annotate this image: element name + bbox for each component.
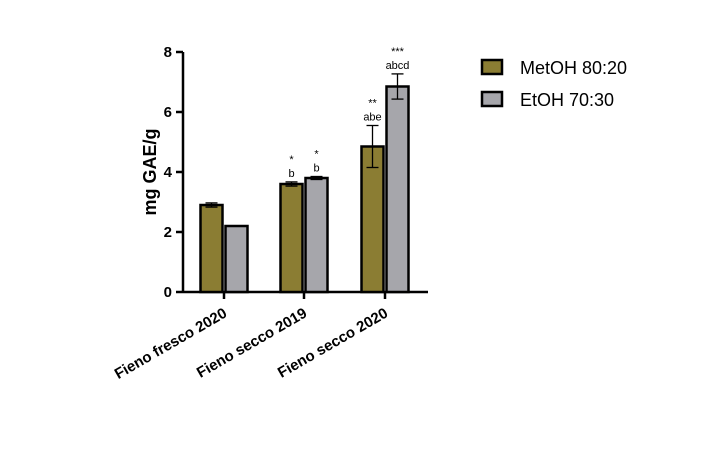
- legend-swatch: [480, 90, 504, 108]
- bar: [199, 203, 224, 294]
- y-tick-label: 2: [164, 224, 172, 241]
- significance-stars: **: [368, 98, 377, 110]
- legend-swatch: [480, 58, 504, 76]
- significance-stars: *: [314, 149, 319, 161]
- significance-letters: abe: [363, 112, 381, 124]
- significance-stars: *: [289, 154, 294, 166]
- significance-letters: b: [313, 163, 319, 175]
- bar: [385, 85, 410, 294]
- y-tick-label: 0: [164, 284, 172, 301]
- y-tick-label: 6: [164, 104, 172, 121]
- significance-letters: abcd: [386, 60, 410, 72]
- significance-letters: b: [288, 168, 294, 180]
- y-axis-label: mg GAE/g: [140, 128, 160, 215]
- bar: [279, 182, 304, 294]
- y-tick-label: 4: [164, 164, 173, 181]
- legend-label: EtOH 70:30: [520, 90, 614, 110]
- legend-label: MetOH 80:20: [520, 58, 627, 78]
- y-tick-label: 8: [164, 44, 172, 61]
- bar: [360, 145, 385, 294]
- bar: [224, 224, 249, 294]
- bar: [304, 176, 329, 294]
- significance-stars: ***: [391, 46, 405, 58]
